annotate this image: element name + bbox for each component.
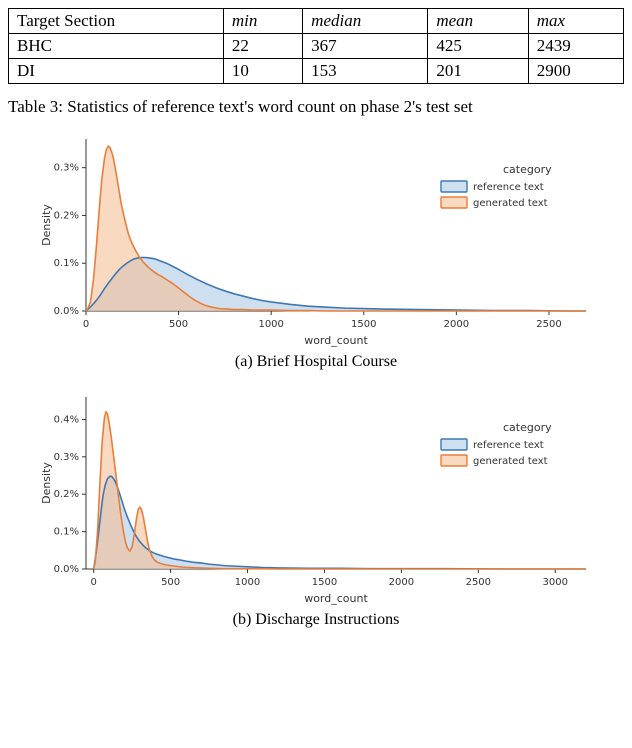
chart-b-caption: (b) Discharge Instructions: [36, 611, 596, 629]
svg-text:0.1%: 0.1%: [54, 527, 79, 538]
svg-text:2500: 2500: [536, 319, 561, 330]
table-header-row: Target Section min median mean max: [9, 9, 624, 34]
cell: BHC: [9, 34, 224, 59]
cell: 367: [303, 34, 428, 59]
svg-text:0.0%: 0.0%: [54, 306, 79, 317]
svg-text:reference text: reference text: [473, 440, 544, 451]
svg-text:1000: 1000: [258, 319, 283, 330]
cell: 201: [428, 59, 528, 84]
chart-di: 0.0% 0.1% 0.2% 0.3% 0.4% 0 500 1000 1500 2000 2500…: [36, 387, 596, 607]
cell: 153: [303, 59, 428, 84]
svg-text:Density: Density: [40, 462, 53, 504]
svg-text:0.3%: 0.3%: [54, 452, 79, 463]
table-caption: Table 3: Statistics of reference text's …: [8, 96, 624, 119]
cell: 425: [428, 34, 528, 59]
stats-table: Target Section min median mean max BHC 2…: [8, 8, 624, 84]
svg-text:0.1%: 0.1%: [54, 258, 79, 269]
svg-text:generated text: generated text: [473, 198, 548, 209]
svg-text:2000: 2000: [389, 577, 414, 588]
svg-text:2500: 2500: [466, 577, 491, 588]
cell: 10: [223, 59, 302, 84]
svg-text:0.4%: 0.4%: [54, 414, 79, 425]
svg-text:1500: 1500: [351, 319, 376, 330]
chart-a-caption: (a) Brief Hospital Course: [36, 353, 596, 371]
svg-text:category: category: [503, 163, 552, 176]
svg-text:500: 500: [161, 577, 180, 588]
svg-text:500: 500: [169, 319, 188, 330]
svg-text:0.2%: 0.2%: [54, 210, 79, 221]
table-row: DI 10 153 201 2900: [9, 59, 624, 84]
chart-bhc: 0.0% 0.1% 0.2% 0.3% 0 500 1000 1500 2000 2500 word…: [36, 129, 596, 349]
svg-text:1000: 1000: [235, 577, 260, 588]
svg-text:0: 0: [83, 319, 89, 330]
svg-text:1500: 1500: [312, 577, 337, 588]
svg-text:Density: Density: [40, 204, 53, 246]
svg-text:0.0%: 0.0%: [54, 564, 79, 575]
cell: 2900: [528, 59, 623, 84]
svg-text:word_count: word_count: [304, 334, 368, 347]
table-row: BHC 22 367 425 2439: [9, 34, 624, 59]
svg-text:generated text: generated text: [473, 456, 548, 467]
svg-text:category: category: [503, 421, 552, 434]
svg-text:0.2%: 0.2%: [54, 489, 79, 500]
cell: 22: [223, 34, 302, 59]
svg-text:word_count: word_count: [304, 592, 368, 605]
col-median: median: [303, 9, 428, 34]
col-min: min: [223, 9, 302, 34]
svg-text:0.3%: 0.3%: [54, 163, 79, 174]
col-target: Target Section: [9, 9, 224, 34]
svg-text:3000: 3000: [543, 577, 568, 588]
col-mean: mean: [428, 9, 528, 34]
col-max: max: [528, 9, 623, 34]
cell: 2439: [528, 34, 623, 59]
svg-text:reference text: reference text: [473, 182, 544, 193]
cell: DI: [9, 59, 224, 84]
svg-text:0: 0: [91, 577, 97, 588]
svg-text:2000: 2000: [444, 319, 469, 330]
